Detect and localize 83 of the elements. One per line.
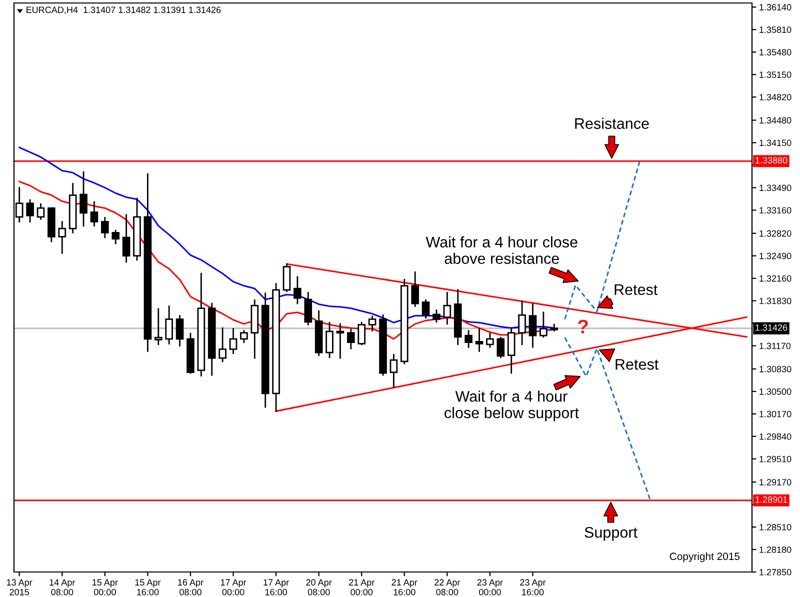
annotation: Retest [614,284,658,296]
candlestick [294,276,302,304]
candlestick [464,330,472,348]
y-tick-label: 1.29840 [760,433,792,440]
ref-line-label: 1.33880 [756,157,788,164]
x-tick-label: 17 Apr 00:00 [220,579,246,596]
annotation: Wait for a 4 hour close below support [444,390,579,422]
candlestick [112,230,120,244]
candlestick [218,327,226,362]
y-tick-label: 1.34150 [760,140,792,146]
candlestick [176,315,184,346]
candlestick [368,316,376,332]
candlestick [26,199,34,222]
candlestick [90,201,98,227]
y-tick-label: 1.33160 [760,207,792,214]
candlestick [165,306,173,344]
candlestick [540,312,548,338]
annotation: Resistance [575,118,649,129]
y-tick-label: 1.33490 [760,184,792,192]
candlestick [326,322,334,358]
x-tick-label: 21 Apr 00:00 [349,579,375,596]
candlestick [518,300,526,346]
x-tick-label: 16 Apr 08:00 [178,579,204,596]
x-tick-label: 13 Apr 2015 [6,579,32,596]
candlestick [229,328,238,354]
y-tick-label: 1.29510 [760,456,792,462]
candlestick [528,304,537,348]
y-tick-label: 1.34480 [760,117,792,124]
y-tick-label: 1.27850 [760,568,792,576]
y-tick-label: 1.31170 [760,342,791,350]
annotation: ? [578,320,588,334]
x-tick-label: 15 Apr 16:00 [135,579,161,596]
y-tick-label: 1.29170 [760,479,792,486]
x-tick-label: 20 Apr 08:00 [306,579,332,596]
y-tick-label: 1.28510 [760,524,792,530]
x-tick-label: 21 Apr 16:00 [392,579,418,596]
candlestick [358,322,366,346]
candlestick [390,354,398,388]
candlestick [58,221,66,254]
y-tick-label: 1.31830 [760,298,792,304]
ref-line-label: 1.28901 [756,496,788,503]
candlestick [282,263,291,292]
x-tick-label: 17 Apr 16:00 [264,579,289,596]
ref-line-label: 1.31426 [756,324,788,331]
candlestick [154,308,162,346]
candlestick [443,292,452,325]
annotation: Copyright 2015 [670,552,740,562]
x-tick-label: 14 Apr 08:00 [50,579,76,596]
candlestick [80,171,88,227]
x-tick-label: 23 Apr 00:00 [477,579,503,596]
y-tick-label: 1.35810 [760,26,792,33]
y-tick-label: 1.32490 [760,252,792,260]
candlestick [304,292,312,326]
annotation: Support [584,526,638,541]
y-tick-label: 1.35150 [760,72,792,78]
x-tick-label: 15 Apr 00:00 [92,579,118,596]
candlestick [507,327,516,374]
y-tick-label: 1.36140 [760,4,792,10]
candlestick [496,336,505,358]
y-tick-label: 1.32160 [760,275,792,282]
annotation: Retest [616,359,659,370]
y-tick-label: 1.30500 [760,388,792,395]
y-tick-label: 1.34820 [760,94,792,100]
candlestick [336,323,344,359]
y-tick-label: 1.30830 [760,366,792,372]
y-tick-label: 1.28180 [760,546,792,553]
candlestick [36,203,45,220]
x-tick-label: 22 Apr 08:00 [434,579,460,596]
candlestick [347,328,355,350]
y-tick-label: 1.32820 [760,230,792,237]
candlestick [422,299,430,319]
x-tick-label: 23 Apr 16:00 [520,579,546,596]
candlestick [475,328,484,352]
candlestick [432,310,440,323]
candlestick [122,214,130,263]
chart-title: EURCAD,H4 1.31407 1.31482 1.31391 1.31426 [26,6,221,14]
annotation: Wait for a 4 hour close above resistance [426,236,578,264]
candlestick [101,216,109,238]
candlestick [411,271,419,307]
y-tick-label: 1.30170 [760,410,792,418]
candlestick [486,332,494,348]
candlestick [240,330,248,344]
y-tick-label: 1.35480 [760,49,792,56]
